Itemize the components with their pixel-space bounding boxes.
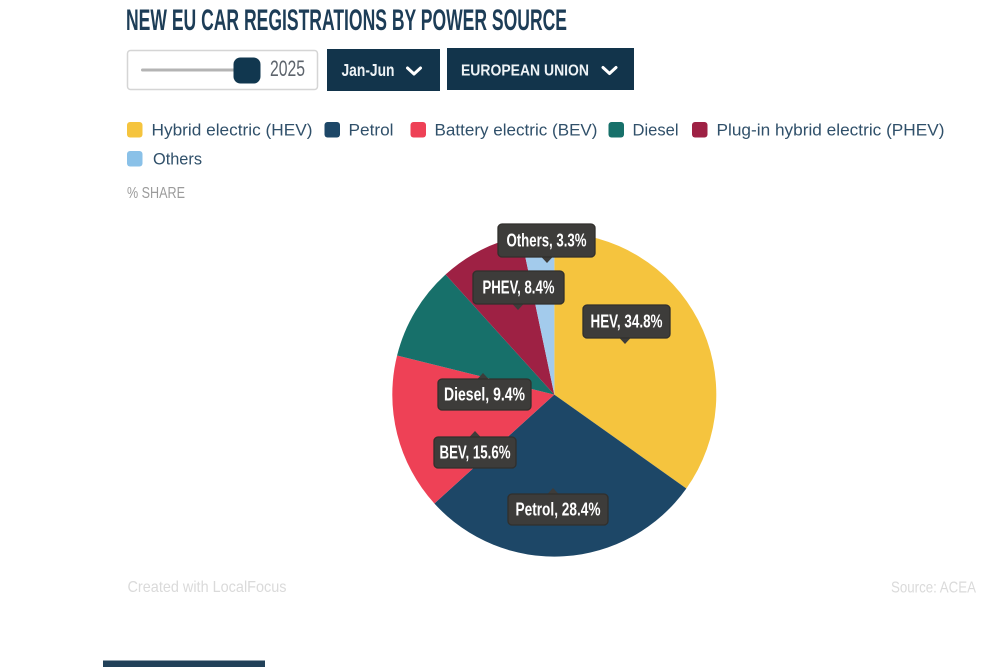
svg-text:Battery electric (BEV): Battery electric (BEV): [435, 122, 598, 140]
svg-text:HEV, 34.8%: HEV, 34.8%: [591, 311, 663, 332]
svg-text:BEV, 15.6%: BEV, 15.6%: [440, 442, 511, 463]
svg-text:NEW EU CAR REGISTRATIONS BY PO: NEW EU CAR REGISTRATIONS BY POWER SOURCE: [126, 4, 567, 37]
svg-text:Petrol: Petrol: [349, 122, 394, 140]
svg-text:Hybrid electric (HEV): Hybrid electric (HEV): [152, 122, 313, 140]
svg-text:Petrol, 28.4%: Petrol, 28.4%: [516, 499, 601, 520]
svg-text:Diesel, 9.4%: Diesel, 9.4%: [444, 384, 525, 405]
svg-text:PHEV, 8.4%: PHEV, 8.4%: [483, 277, 555, 298]
svg-text:Diesel: Diesel: [633, 122, 679, 140]
svg-text:EUROPEAN UNION: EUROPEAN UNION: [461, 63, 589, 80]
svg-text:Plug-in hybrid electric (PHEV): Plug-in hybrid electric (PHEV): [717, 122, 945, 140]
svg-text:Source: ACEA: Source: ACEA: [891, 580, 976, 597]
svg-text:Jan-Jun: Jan-Jun: [342, 60, 395, 80]
svg-text:Created with LocalFocus: Created with LocalFocus: [128, 579, 287, 596]
svg-text:Others: Others: [153, 151, 202, 169]
svg-text:% SHARE: % SHARE: [127, 185, 185, 202]
svg-text:Others, 3.3%: Others, 3.3%: [507, 230, 587, 251]
svg-text:2025: 2025: [270, 56, 305, 81]
